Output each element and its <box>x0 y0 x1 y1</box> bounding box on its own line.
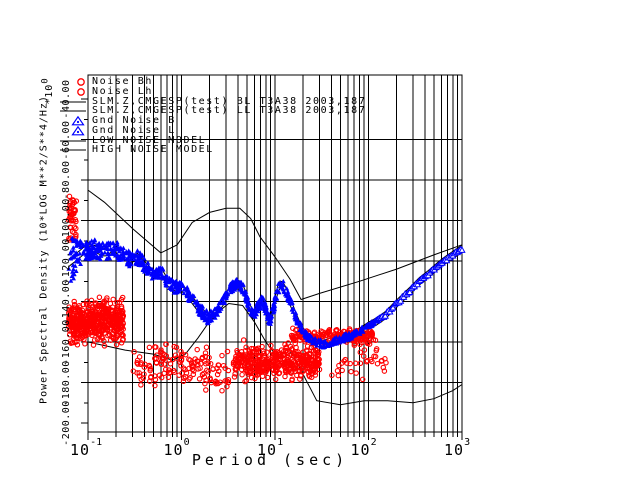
legend-label: Noise Bh <box>92 76 153 87</box>
x-tick-label: 101 <box>257 437 283 459</box>
legend-label: Gnd Noise B <box>92 115 176 126</box>
legend-label: HIGH NOISE MODEL <box>92 144 214 156</box>
x-axis-title: Period (sec) <box>191 451 349 469</box>
grid <box>81 75 463 440</box>
legend-label: LOW NOISE MODEL <box>92 134 207 146</box>
legend-red-circle-marker <box>77 87 85 96</box>
legend-blue-triangle-marker <box>71 116 85 126</box>
x-tick-base: 10 <box>444 441 465 459</box>
x-tick-exponent: 3 <box>464 437 471 448</box>
x-tick-exponent: -1 <box>90 437 103 448</box>
high-noise-model-line <box>87 189 463 301</box>
legend-label: Gnd Noise L <box>92 124 176 136</box>
x-tick-label: 103 <box>444 437 470 459</box>
x-tick-base: 10 <box>70 441 91 459</box>
x-tick-base: 10 <box>257 441 278 459</box>
x-tick-exponent: 1 <box>277 437 284 448</box>
legend-label: Noise Lh <box>92 85 153 97</box>
x-tick-label: 102 <box>350 437 377 459</box>
gnd-noise-scatter-blue <box>66 235 466 350</box>
x-tick-base: 10 <box>350 441 371 459</box>
legend-red-circle-marker <box>77 78 85 86</box>
legend-label: SLM.Z,CMGESP(test) LL T3A38 2003,187 <box>92 105 367 117</box>
x-tick-exponent: 0 <box>183 437 190 448</box>
x-tick-base: 10 <box>163 441 184 459</box>
legend-blue-triangle-marker <box>71 125 85 136</box>
x-tick-label: 10-1 <box>70 437 102 459</box>
legend-black-line-marker <box>60 101 86 102</box>
x-tick-label: 100 <box>163 437 190 459</box>
legend-black-line-marker <box>60 110 86 112</box>
legend-black-line-marker <box>60 140 86 141</box>
noise-scatter-red <box>65 193 389 394</box>
x-tick-exponent: 2 <box>370 437 377 448</box>
legend-black-line-marker <box>60 149 86 151</box>
y-axis-multiplier: *100 <box>40 78 55 105</box>
legend-label: SLM.Z,CMGESP(test) BL T3A38 2003,187 <box>92 95 367 107</box>
